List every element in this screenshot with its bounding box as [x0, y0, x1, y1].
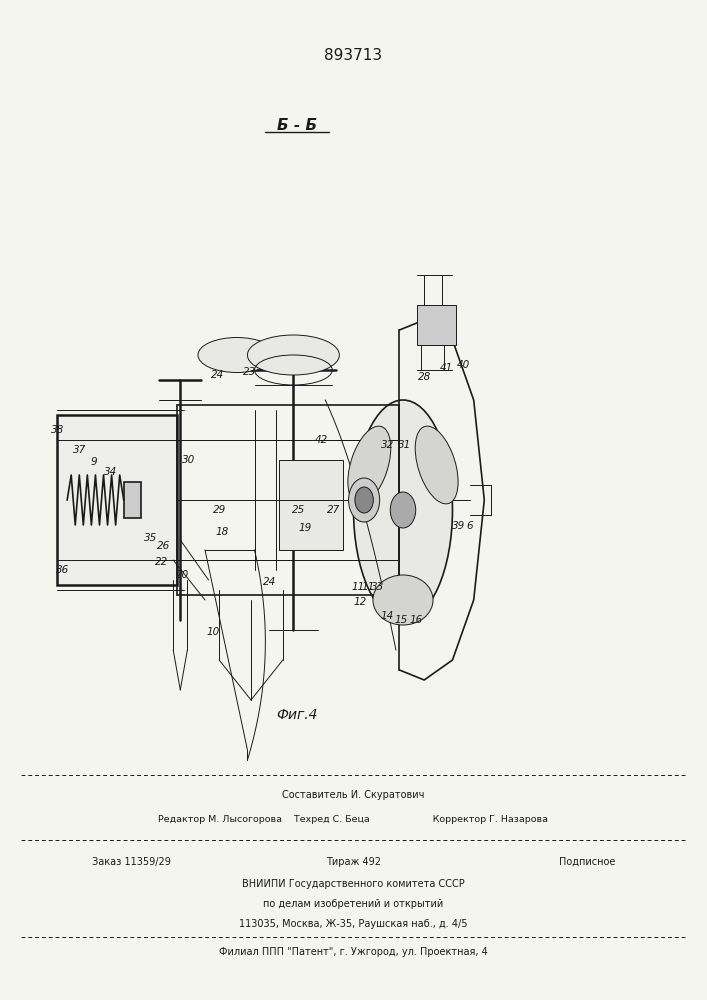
Text: 16: 16: [410, 615, 423, 625]
Text: 41: 41: [440, 363, 453, 373]
Bar: [417, 305, 456, 345]
Text: 24: 24: [211, 370, 224, 380]
Text: 19: 19: [299, 523, 312, 533]
Text: 22: 22: [155, 557, 168, 567]
Text: 20: 20: [176, 570, 189, 580]
Circle shape: [390, 492, 416, 528]
Bar: [124, 482, 141, 518]
Text: ВНИИПИ Государственного комитета СССР: ВНИИПИ Государственного комитета СССР: [242, 879, 465, 889]
Text: 31: 31: [398, 440, 411, 450]
Text: 18: 18: [216, 527, 228, 537]
Bar: [279, 460, 343, 550]
Text: 38: 38: [52, 425, 64, 435]
Ellipse shape: [354, 400, 452, 620]
Text: Филиал ППП "Патент", г. Ужгород, ул. Проектная, 4: Филиал ППП "Патент", г. Ужгород, ул. Про…: [219, 947, 488, 957]
Text: Редактор М. Лысогорова    Техред С. Беца                     Корректор Г. Назаро: Редактор М. Лысогорова Техред С. Беца Ко…: [158, 815, 549, 824]
Ellipse shape: [415, 426, 458, 504]
Text: Тираж 492: Тираж 492: [326, 857, 381, 867]
Text: Составитель И. Скуратович: Составитель И. Скуратович: [282, 790, 425, 800]
Text: Подписное: Подписное: [559, 857, 615, 867]
Text: 23: 23: [243, 367, 256, 377]
Text: по делам изобретений и открытий: по делам изобретений и открытий: [264, 899, 443, 909]
Text: 893713: 893713: [325, 47, 382, 62]
Text: 24: 24: [264, 577, 276, 587]
Text: 32: 32: [381, 440, 394, 450]
Text: 36: 36: [56, 565, 69, 575]
Text: 12: 12: [354, 597, 367, 607]
Circle shape: [349, 478, 380, 522]
Ellipse shape: [198, 338, 276, 372]
Text: 33: 33: [371, 582, 384, 592]
Ellipse shape: [373, 575, 433, 625]
Text: 35: 35: [144, 533, 157, 543]
Text: 28: 28: [418, 372, 431, 382]
Text: Заказ 11359/29: Заказ 11359/29: [92, 857, 171, 867]
Text: Фиг.4: Фиг.4: [276, 708, 317, 722]
Text: 6: 6: [467, 521, 474, 531]
Text: 40: 40: [457, 360, 469, 370]
Text: Б - Б: Б - Б: [277, 117, 317, 132]
Text: 10: 10: [207, 627, 220, 637]
Ellipse shape: [247, 335, 339, 375]
Text: 27: 27: [327, 505, 340, 515]
Text: 9: 9: [90, 457, 98, 467]
Text: 15: 15: [395, 615, 408, 625]
Text: 42: 42: [315, 435, 328, 445]
Text: 37: 37: [74, 445, 86, 455]
Text: 113035, Москва, Ж-35, Раушская наб., д. 4/5: 113035, Москва, Ж-35, Раушская наб., д. …: [239, 919, 468, 929]
Text: 25: 25: [292, 505, 305, 515]
Circle shape: [355, 487, 373, 513]
Text: 34: 34: [105, 467, 117, 477]
Text: 39: 39: [452, 521, 464, 531]
Bar: [57, 415, 177, 585]
Ellipse shape: [348, 426, 391, 504]
Text: 26: 26: [158, 541, 170, 551]
Text: 11: 11: [351, 582, 364, 592]
Text: 11: 11: [361, 582, 374, 592]
Text: 14: 14: [380, 611, 393, 621]
Text: 29: 29: [213, 505, 226, 515]
Text: 30: 30: [182, 455, 195, 465]
